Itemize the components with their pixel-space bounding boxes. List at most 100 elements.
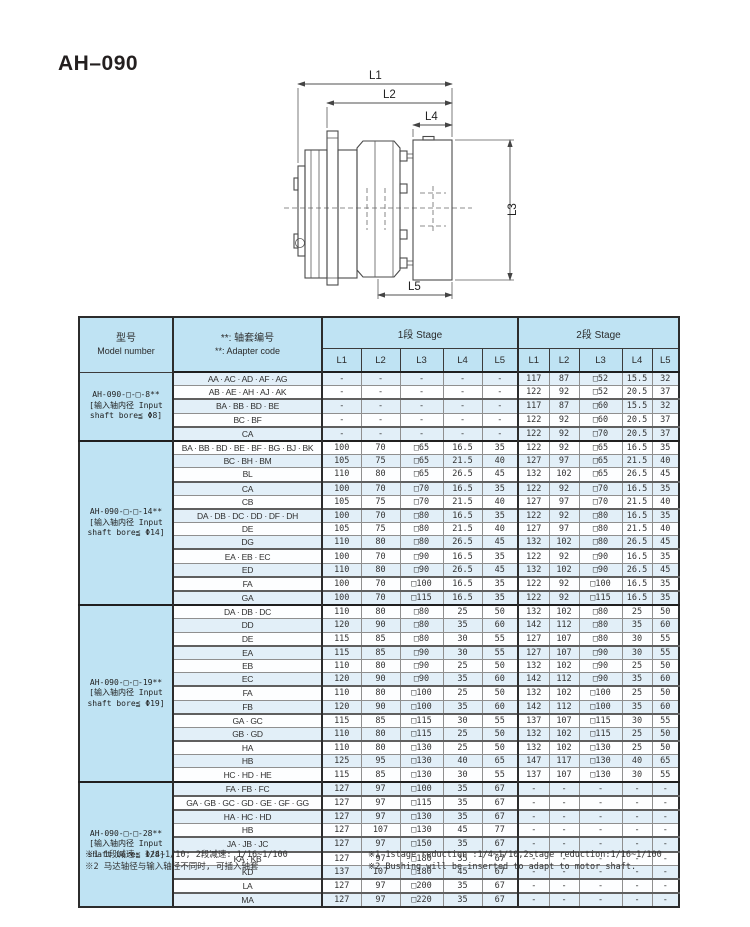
dim-value-s2-l5: 50 bbox=[651, 604, 680, 620]
dim-value-s1-l4: 35 bbox=[442, 699, 483, 715]
dim-value-s1-l3: □130 bbox=[399, 809, 444, 825]
dim-value-s2-l5: 50 bbox=[651, 726, 680, 742]
dim-value-s1-l3: □90 bbox=[399, 672, 444, 687]
dim-value-s2-l5: 35 bbox=[651, 575, 680, 592]
dim-value-s2-l1: 122 bbox=[517, 425, 550, 442]
adapter-code-cell: DE bbox=[172, 631, 323, 647]
adapter-code-cell: AB · AE · AH · AJ · AK bbox=[172, 385, 323, 400]
dim-value-s1-l3: □90 bbox=[399, 548, 444, 564]
dim-value-s2-l2: 92 bbox=[548, 548, 580, 564]
header-s2-l4: L4 bbox=[621, 348, 653, 373]
dim-value-s2-l3: - bbox=[578, 823, 623, 838]
table-row: AH-090-□-□-14** [输入轴内径 Input shaft bore≦ Φ… bbox=[78, 439, 680, 606]
dim-value-s2-l5: - bbox=[651, 892, 680, 908]
adapter-code-cell: GB · GD bbox=[172, 726, 323, 742]
dim-value-s1-l1: 127 bbox=[321, 877, 362, 894]
dim-value-s1-l2: 80 bbox=[360, 685, 401, 701]
dim-value-s2-l4: - bbox=[621, 823, 653, 838]
table-row: GA · GC 115 85 □115 30 55 137 107 □115 30 55 bbox=[79, 712, 680, 728]
footnote-en-2: ※2 Bushing will be inserted to adapt to … bbox=[368, 861, 637, 872]
dim-value-s2-l1: 127 bbox=[517, 644, 550, 660]
dim-value-s2-l3: □65 bbox=[578, 454, 623, 469]
dim-value-s1-l2: 80 bbox=[360, 740, 401, 756]
dim-value-s2-l2: - bbox=[548, 877, 580, 894]
dim-value-s1-l4: 16.5 bbox=[442, 439, 483, 456]
dim-value-s2-l4: 40 bbox=[621, 754, 653, 769]
dim-label-l3: L3 bbox=[507, 203, 519, 216]
dim-value-s1-l4: 45 bbox=[442, 864, 483, 880]
adapter-code-cell: CA bbox=[172, 480, 323, 496]
dim-value-s1-l4: 45 bbox=[442, 823, 483, 838]
dim-value-s2-l1: 127 bbox=[517, 522, 550, 537]
adapter-code-cell: EA bbox=[172, 644, 323, 660]
dim-value-s2-l5: 45 bbox=[651, 535, 680, 550]
dim-value-s1-l2: 75 bbox=[360, 522, 401, 537]
dim-value-s1-l5: 67 bbox=[481, 836, 519, 853]
header-s1-l1: L1 bbox=[321, 348, 362, 373]
dim-value-s2-l3: - bbox=[578, 864, 623, 880]
dim-value-s1-l5: - bbox=[481, 371, 519, 387]
dim-value-s1-l2: 70 bbox=[360, 439, 401, 456]
dim-value-s2-l4: 16.5 bbox=[621, 480, 653, 496]
dim-value-s1-l4: 30 bbox=[442, 712, 483, 728]
dim-value-s2-l4: 25 bbox=[621, 685, 653, 701]
dim-value-s1-l3: □100 bbox=[399, 699, 444, 715]
dim-value-s2-l3: - bbox=[578, 809, 623, 825]
dim-value-s2-l5: 35 bbox=[651, 439, 680, 456]
bolt-boss-1 bbox=[399, 150, 408, 162]
dim-value-s1-l2: - bbox=[360, 412, 401, 428]
dim-value-s2-l4: 20.5 bbox=[621, 385, 653, 400]
dim-value-s1-l2: - bbox=[360, 398, 401, 414]
adapter-code-cell: EC bbox=[172, 672, 323, 687]
dim-value-s2-l3: - bbox=[578, 780, 623, 797]
dim-value-s1-l2: 80 bbox=[360, 535, 401, 550]
dim-value-s2-l3: □115 bbox=[578, 589, 623, 606]
dim-value-s2-l5: 60 bbox=[651, 672, 680, 687]
dim-value-s1-l1: 110 bbox=[321, 658, 362, 674]
footnote-en-1: ※1 1stage reduction :1/4~1/10,2stage red… bbox=[368, 850, 662, 860]
dim-value-s2-l3: □130 bbox=[578, 740, 623, 756]
table-row: EC 120 90 □90 35 60 142 112 □90 35 60 bbox=[79, 672, 680, 687]
dim-value-s2-l4: 15.5 bbox=[621, 398, 653, 414]
dim-value-s1-l1: 110 bbox=[321, 726, 362, 742]
dim-value-s2-l3: □130 bbox=[578, 767, 623, 783]
dim-value-s1-l5: 50 bbox=[481, 604, 519, 620]
gearbox-neck bbox=[337, 149, 358, 279]
table-row: KA · KB 127 97 □180 35 67- - - - - bbox=[79, 850, 680, 866]
dim-value-s1-l3: □115 bbox=[399, 794, 444, 811]
adapter-code-cell: EB bbox=[172, 658, 323, 674]
dim-value-s2-l1: 132 bbox=[517, 467, 550, 482]
dim-value-s2-l2: 97 bbox=[548, 522, 580, 537]
dim-value-s2-l3: □90 bbox=[578, 658, 623, 674]
table-row: DE 105 75 □80 21.5 40 127 97 □80 21.5 40 bbox=[79, 522, 680, 537]
dim-value-s2-l2: - bbox=[548, 780, 580, 797]
dim-value-s1-l2: 70 bbox=[360, 548, 401, 564]
dim-value-s2-l4: 35 bbox=[621, 618, 653, 633]
dim-value-s2-l2: 112 bbox=[548, 672, 580, 687]
dim-value-s1-l4: - bbox=[442, 371, 483, 387]
dim-value-s2-l1: 137 bbox=[517, 767, 550, 783]
adapter-code-cell: BC · BF bbox=[172, 412, 323, 428]
adapter-code-cell: ED bbox=[172, 562, 323, 578]
dim-value-s2-l4: - bbox=[621, 892, 653, 908]
dim-value-s2-l1: 142 bbox=[517, 699, 550, 715]
dim-value-s1-l1: 100 bbox=[321, 548, 362, 564]
footnotes-zh: ※1 1段减速: 1/4~1/10; 2段减速: 1/16~1/100 ※2 马… bbox=[85, 850, 368, 873]
dim-value-s1-l3: □80 bbox=[399, 507, 444, 524]
dim-value-s1-l1: 110 bbox=[321, 740, 362, 756]
dim-value-s1-l3: □130 bbox=[399, 754, 444, 769]
dim-value-s1-l5: 40 bbox=[481, 494, 519, 510]
dim-value-s2-l1: 132 bbox=[517, 740, 550, 756]
dim-value-s2-l3: □90 bbox=[578, 672, 623, 687]
dim-value-s2-l1: 122 bbox=[517, 589, 550, 606]
dim-value-s2-l5: 50 bbox=[651, 658, 680, 674]
dim-value-s1-l2: 97 bbox=[360, 780, 401, 797]
dim-value-s1-l2: 97 bbox=[360, 794, 401, 811]
dim-value-s2-l2: 92 bbox=[548, 439, 580, 456]
table-row: AH-090-□-□-19** [输入轴内径 Input shaft bore≦ Φ… bbox=[78, 604, 680, 783]
dim-value-s1-l2: 97 bbox=[360, 809, 401, 825]
dim-value-s1-l1: 115 bbox=[321, 767, 362, 783]
dim-value-s1-l4: 40 bbox=[442, 754, 483, 769]
model-line: shaft bore≦ Φ19] bbox=[87, 698, 165, 708]
